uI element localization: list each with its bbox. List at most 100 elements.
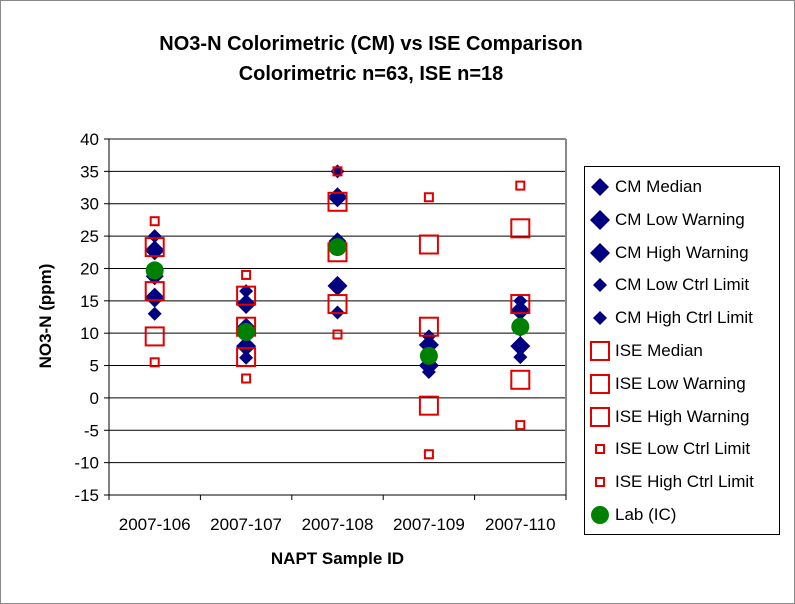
ise-point xyxy=(510,218,531,239)
chart-title: NO3-N Colorimetric (CM) vs ISE Compariso… xyxy=(159,33,583,55)
ise-point xyxy=(590,406,610,427)
ise-point xyxy=(423,192,434,203)
cm-point xyxy=(144,240,165,261)
y-tick-label: -15 xyxy=(74,486,99,505)
cm-point xyxy=(327,187,348,208)
cm-point xyxy=(591,178,609,196)
ise-point xyxy=(144,326,165,347)
legend-item: ISE High Ctrl Limit xyxy=(585,467,754,497)
cm-point xyxy=(510,300,531,321)
legend: CM Median CM Low Warning CM High Warning CM… xyxy=(584,166,780,535)
legend-label: ISE Median xyxy=(615,341,703,360)
cm-point xyxy=(510,336,531,357)
cm-point xyxy=(590,242,610,263)
legend-item: CM Low Warning xyxy=(585,205,745,235)
ise-point xyxy=(144,237,165,258)
legend-marker xyxy=(591,506,609,524)
legend-marker xyxy=(590,341,610,361)
ise-point xyxy=(236,347,257,368)
cm-point xyxy=(144,287,165,308)
lab-point xyxy=(328,238,347,257)
legend-label: ISE Low Warning xyxy=(615,373,746,393)
ise-point xyxy=(595,444,605,455)
lab-point xyxy=(145,261,164,280)
legend-item: ISE Low Warning xyxy=(585,369,746,399)
ise-point xyxy=(590,341,610,361)
cm-point xyxy=(513,350,528,365)
legend-item: ISE Low Ctrl Limit xyxy=(585,434,750,464)
cm-point xyxy=(593,311,607,326)
x-tick-label: 2007-110 xyxy=(485,515,556,534)
y-tick-label: 25 xyxy=(80,227,99,246)
legend-label: CM Median xyxy=(615,177,702,196)
ise-point xyxy=(510,369,531,390)
legend-label: CM High Warning xyxy=(615,242,749,262)
legend-item: ISE High Warning xyxy=(585,402,749,432)
ise-point xyxy=(327,191,348,212)
x-tick-label: 2007-107 xyxy=(210,515,282,534)
legend-label: CM Low Warning xyxy=(615,209,745,229)
x-tick-label: 2007-109 xyxy=(393,515,465,534)
ise-point xyxy=(149,216,160,227)
chart-subtitle: Colorimetric n=63, ISE n=18 xyxy=(238,63,504,85)
legend-marker xyxy=(593,278,607,293)
x-axis-label: NAPT Sample ID xyxy=(270,549,405,568)
y-tick-label: 40 xyxy=(80,130,99,149)
legend-label: ISE Low Ctrl Limit xyxy=(615,439,751,459)
legend-item: CM High Warning xyxy=(585,238,749,268)
y-tick-label: 30 xyxy=(80,195,99,214)
ise-point xyxy=(595,477,605,488)
x-tick-label: 2007-108 xyxy=(302,515,374,534)
ise-point xyxy=(515,420,526,431)
ise-point xyxy=(241,269,252,280)
y-tick-label: 5 xyxy=(90,357,99,376)
legend-marker xyxy=(593,311,607,326)
cm-point xyxy=(590,209,610,230)
y-tick-label: -5 xyxy=(84,421,99,440)
lab-point xyxy=(419,346,438,365)
ise-point xyxy=(332,329,343,340)
legend-label: CM High Ctrl Limit xyxy=(615,308,753,328)
ise-point xyxy=(418,234,439,255)
cm-point xyxy=(593,278,607,293)
legend-item: Lab (IC) xyxy=(585,500,676,530)
ise-point xyxy=(241,373,252,384)
legend-marker xyxy=(591,178,609,196)
cm-point xyxy=(147,229,162,244)
ise-point xyxy=(327,294,348,315)
lab-point xyxy=(511,317,530,336)
ise-point xyxy=(149,357,160,368)
ise-point xyxy=(515,180,526,191)
cm-point xyxy=(421,365,436,380)
y-tick-label: 15 xyxy=(80,292,99,311)
ise-point xyxy=(332,166,343,177)
legend-label: ISE High Ctrl Limit xyxy=(615,472,754,492)
ise-point xyxy=(590,373,610,394)
legend-item: CM Median xyxy=(585,172,702,202)
ise-point xyxy=(423,449,434,460)
legend-label: Lab (IC) xyxy=(615,505,677,524)
legend-marker xyxy=(590,242,610,263)
legend-marker xyxy=(590,406,610,427)
cm-point xyxy=(239,350,254,365)
ise-point xyxy=(418,395,439,416)
legend-label: ISE High Warning xyxy=(615,406,750,426)
lab-point xyxy=(591,506,609,524)
legend-marker xyxy=(595,477,605,488)
lab-point xyxy=(237,322,256,341)
y-tick-label: 35 xyxy=(80,162,99,181)
ise-point xyxy=(418,316,439,337)
legend-marker xyxy=(590,373,610,394)
x-tick-label: 2007-106 xyxy=(119,515,191,534)
legend-item: CM High Ctrl Limit xyxy=(585,303,753,333)
cm-point xyxy=(236,336,257,357)
cm-point xyxy=(327,275,348,296)
y-tick-label: 0 xyxy=(90,389,99,408)
y-tick-label: 10 xyxy=(80,324,99,343)
legend-marker xyxy=(595,444,605,455)
y-tick-label: -10 xyxy=(74,454,99,473)
legend-item: CM Low Ctrl Limit xyxy=(585,270,749,300)
legend-label: CM Low Ctrl Limit xyxy=(615,275,750,295)
